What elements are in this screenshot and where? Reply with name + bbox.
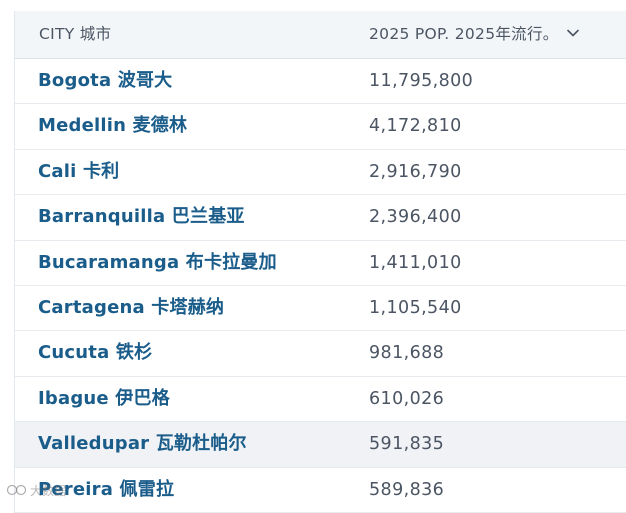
city-name[interactable]: Cali 卡利 [38,160,120,182]
table-row[interactable]: Ibague 伊巴格 610,026 [15,376,626,423]
watermark-text: 大数据 [30,484,67,498]
column-header-city[interactable]: CITY 城市 [39,25,112,43]
population-value: 2,916,790 [369,161,462,182]
city-name[interactable]: Barranquilla 巴兰基亚 [38,206,245,228]
table-row[interactable]: Cali 卡利 2,916,790 [15,149,626,196]
population-value: 4,172,810 [369,116,462,137]
table-row[interactable]: Barranquilla 巴兰基亚 2,396,400 [15,195,626,241]
column-header-population[interactable]: 2025 POP. 2025年流行。 [369,11,579,58]
table-row-highlighted[interactable]: Valledupar 瓦勒杜帕尔 591,835 [15,422,626,468]
logo-icon [6,484,28,499]
table-row[interactable]: Bucaramanga 布卡拉曼加 1,411,010 [15,240,626,286]
city-name[interactable]: Bucaramanga 布卡拉曼加 [38,251,277,273]
population-value: 981,688 [369,343,445,364]
city-name[interactable]: Cartagena 卡塔赫纳 [38,296,225,318]
table-row[interactable]: Bogota 波哥大 11,795,800 [15,59,626,105]
population-value: 1,411,010 [369,252,462,273]
population-value: 591,835 [369,434,445,455]
population-value: 11,795,800 [369,71,474,91]
city-name[interactable]: Valledupar 瓦勒杜帕尔 [38,433,247,455]
table-row[interactable]: Pereira 佩雷拉 589,836 [15,467,626,513]
table-header: CITY 城市 2025 POP. 2025年流行。 [15,11,626,59]
population-value: 589,836 [369,479,445,500]
city-name[interactable]: Pereira 佩雷拉 [38,478,175,500]
watermark: 大数据 [6,482,66,499]
chevron-down-icon[interactable] [566,9,579,56]
city-population-table: CITY 城市 2025 POP. 2025年流行。 Bogota 波哥大 11… [14,11,626,513]
city-name[interactable]: Ibague 伊巴格 [38,387,170,409]
city-name[interactable]: Cucuta 铁杉 [38,342,153,364]
table-row[interactable]: Cucuta 铁杉 981,688 [15,331,626,377]
table-row[interactable]: Medellin 麦德林 4,172,810 [15,104,626,150]
population-value: 1,105,540 [369,297,462,318]
column-header-population-label: 2025 POP. 2025年流行。 [369,25,559,43]
population-value: 2,396,400 [369,207,462,228]
city-name[interactable]: Bogota 波哥大 [38,70,173,91]
table-row[interactable]: Cartagena 卡塔赫纳 1,105,540 [15,285,626,332]
population-value: 610,026 [369,388,445,409]
city-name[interactable]: Medellin 麦德林 [38,115,188,137]
